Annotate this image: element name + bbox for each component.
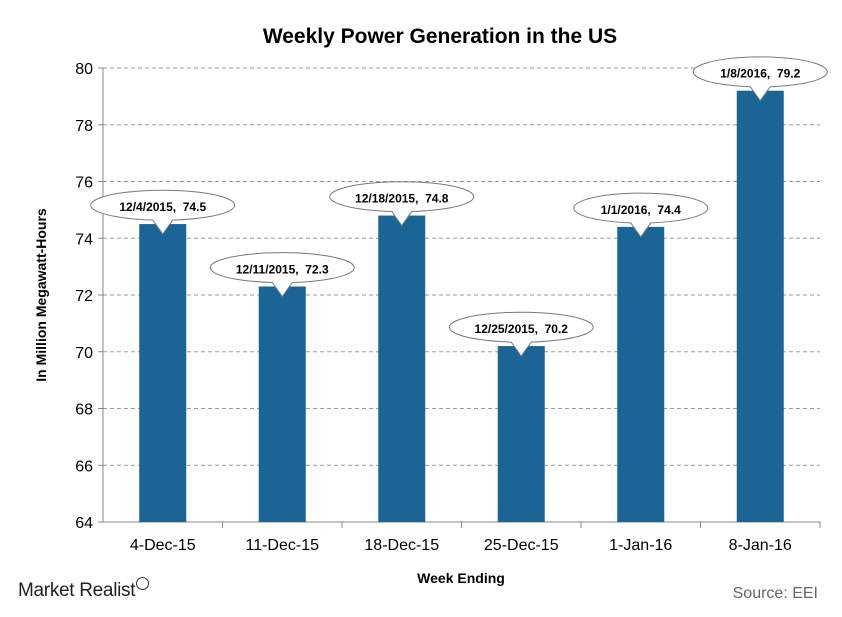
y-tick-label: 64 <box>75 515 93 532</box>
callout-bubble <box>692 56 828 102</box>
y-tick-label: 80 <box>75 61 93 78</box>
data-label-text: 12/11/2015, 72.3 <box>236 262 329 276</box>
data-label-callout: 12/25/2015, 70.2 <box>448 311 594 357</box>
y-tick-label: 78 <box>75 118 93 135</box>
x-tick-label: 8-Jan-16 <box>729 537 792 554</box>
bars <box>139 90 784 523</box>
y-tick-label: 70 <box>75 345 93 362</box>
bar <box>497 346 545 522</box>
data-label-text: 12/25/2015, 70.2 <box>475 322 569 336</box>
axes: 64 66 68 70 72 74 76 78 80 4-Dec-15 11-Dec-15 18-De… <box>75 61 821 554</box>
y-tick-label: 66 <box>75 458 93 475</box>
data-label-callout: 1/8/2016, 79.2 <box>692 56 828 102</box>
callout-bubble <box>448 311 594 357</box>
data-label-callout: 12/11/2015, 72.3 <box>209 252 355 298</box>
data-labels: 12/4/2015, 74.5 12/11/2015, 72.3 12/18/201… <box>90 56 828 357</box>
y-tick-label: 68 <box>75 402 93 419</box>
bar <box>139 224 187 522</box>
callout-bubble <box>573 192 709 238</box>
y-tick-label: 72 <box>75 288 93 305</box>
chart-title: Weekly Power Generation in the US <box>263 25 617 48</box>
x-tick-label: 18-Dec-15 <box>364 537 439 554</box>
brand-logo: Market Realist <box>18 577 150 602</box>
data-label-text: 1/1/2016, 74.4 <box>601 203 681 217</box>
data-label-callout: 12/18/2015, 74.8 <box>329 181 475 227</box>
callout-bubble <box>329 181 475 227</box>
source-note: Source: EEI <box>732 585 818 602</box>
data-label-callout: 12/4/2015, 74.5 <box>90 189 236 235</box>
y-tick-label: 74 <box>75 231 93 248</box>
data-label-text: 1/8/2016, 79.2 <box>720 67 800 81</box>
gridlines <box>103 67 820 466</box>
x-tick-label: 1-Jan-16 <box>609 537 672 554</box>
bar <box>736 90 784 522</box>
bar <box>617 226 665 522</box>
callout-bubble <box>209 252 355 298</box>
data-label-callout: 1/1/2016, 74.4 <box>573 192 709 238</box>
data-label-text: 12/18/2015, 74.8 <box>355 192 449 206</box>
x-tick-label: 11-Dec-15 <box>245 537 319 554</box>
y-tick-label: 76 <box>75 175 93 192</box>
x-tick-label: 25-Dec-15 <box>484 537 559 554</box>
magnifier-icon <box>136 577 150 590</box>
x-tick-label: 4-Dec-15 <box>130 537 196 554</box>
y-axis-title: In Million Megawatt-Hours <box>33 208 49 382</box>
callout-bubble <box>90 189 236 235</box>
bar <box>378 215 426 523</box>
data-label-text: 12/4/2015, 74.5 <box>119 200 206 214</box>
x-axis-title: Week Ending <box>417 570 505 586</box>
bar <box>258 286 306 522</box>
brand-name: Market Realist <box>18 580 136 601</box>
